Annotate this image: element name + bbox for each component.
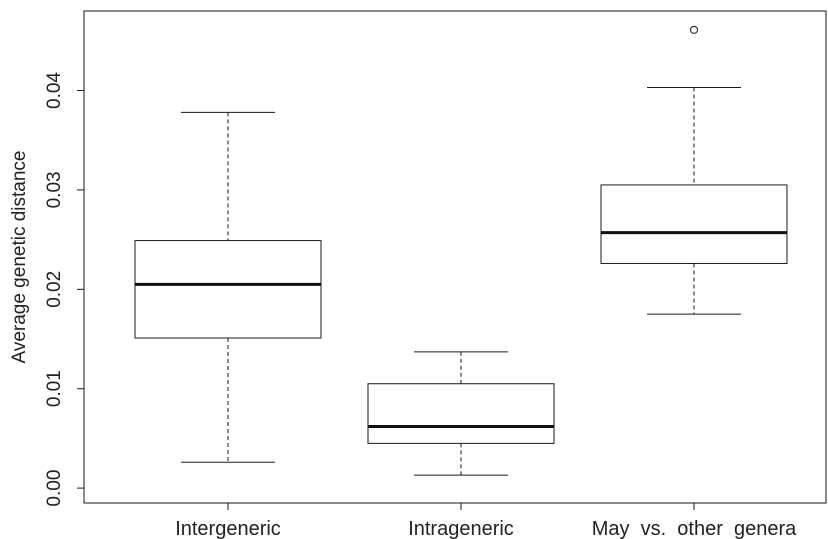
- x-tick-label: May vs. other genera: [592, 518, 797, 539]
- y-tick-label: 0.01: [44, 370, 65, 407]
- box-1: [134, 111, 322, 463]
- y-tick-label: 0.03: [44, 171, 65, 208]
- y-tick-label: 0.02: [44, 271, 65, 308]
- plot-frame: [83, 10, 827, 504]
- box-3: [600, 25, 788, 315]
- x-tick-label: Intergeneric: [175, 518, 281, 539]
- y-tick-label: 0.00: [44, 470, 65, 507]
- iqr-box: [367, 383, 555, 444]
- x-axis: Intergeneric Intrageneric May vs. other ge…: [175, 503, 797, 539]
- box-2: [367, 351, 555, 476]
- y-axis-label: Average genetic distance: [9, 150, 30, 363]
- iqr-box: [134, 240, 322, 339]
- boxes: [134, 25, 788, 476]
- x-tick-label: Intrageneric: [408, 518, 514, 539]
- y-axis: 0.00 0.01 0.02 0.03 0.04: [44, 72, 84, 507]
- y-tick-label: 0.04: [44, 72, 65, 109]
- iqr-box: [600, 184, 788, 264]
- outlier-point: [690, 25, 698, 34]
